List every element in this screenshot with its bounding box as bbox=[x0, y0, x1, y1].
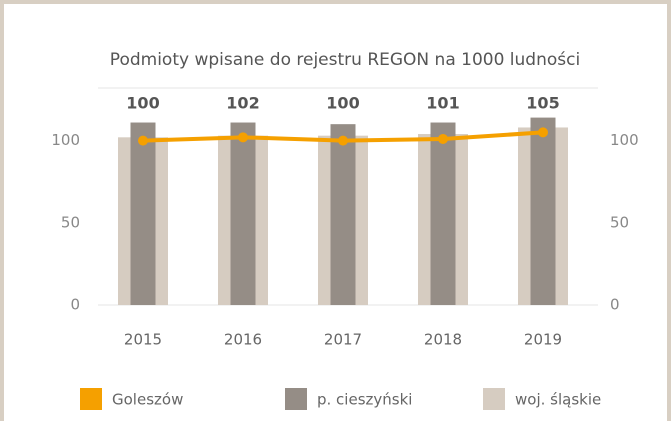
bar bbox=[430, 122, 456, 305]
bar bbox=[230, 122, 256, 305]
x-tick-label: 2018 bbox=[424, 331, 462, 349]
legend-label: Goleszów bbox=[112, 391, 183, 409]
y2-tick-label: 50 bbox=[610, 213, 629, 231]
y-tick-label: 50 bbox=[61, 213, 80, 231]
x-tick-label: 2016 bbox=[224, 331, 262, 349]
legend-label: p. cieszyński bbox=[317, 391, 412, 409]
line-point bbox=[338, 135, 348, 146]
legend-swatch bbox=[483, 388, 505, 410]
legend-label: woj. śląskie bbox=[515, 391, 601, 409]
bar bbox=[330, 124, 356, 306]
data-label: 102 bbox=[226, 94, 259, 113]
x-tick-label: 2019 bbox=[524, 331, 562, 349]
bar bbox=[530, 117, 556, 305]
data-label: 105 bbox=[526, 94, 559, 113]
legend-swatch bbox=[285, 388, 307, 410]
line-point bbox=[238, 132, 248, 143]
y-tick-label: 100 bbox=[51, 131, 80, 149]
line-point bbox=[538, 127, 548, 138]
y2-tick-label: 0 bbox=[610, 296, 620, 314]
bar bbox=[130, 122, 156, 305]
x-tick-label: 2017 bbox=[324, 331, 362, 349]
data-label: 100 bbox=[126, 94, 159, 113]
y-tick-label: 0 bbox=[70, 296, 80, 314]
data-label: 100 bbox=[326, 94, 359, 113]
y2-tick-label: 100 bbox=[610, 131, 639, 149]
line-point bbox=[438, 133, 448, 144]
legend-swatch bbox=[80, 388, 102, 410]
chart-title: Podmioty wpisane do rejestru REGON na 10… bbox=[110, 50, 580, 70]
line-point bbox=[138, 135, 148, 146]
x-tick-label: 2015 bbox=[124, 331, 162, 349]
data-label: 101 bbox=[426, 94, 459, 113]
